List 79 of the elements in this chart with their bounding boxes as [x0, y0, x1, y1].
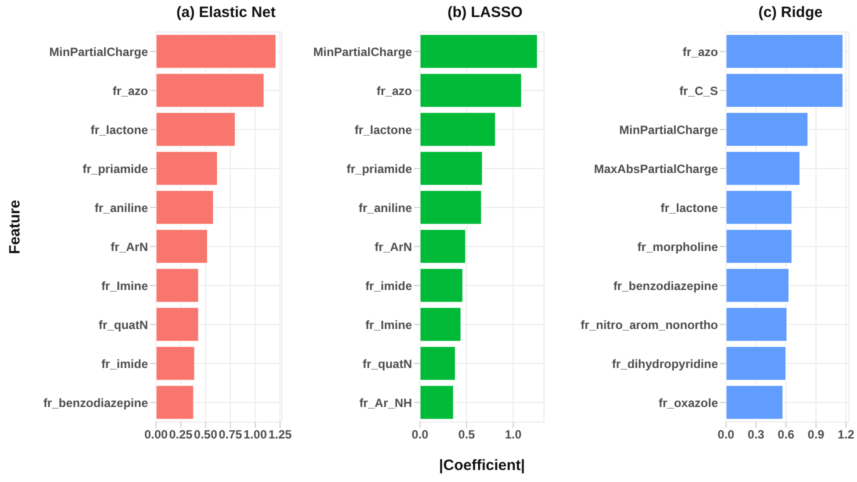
bar — [156, 72, 265, 108]
x-tick-label: 0.25 — [169, 428, 193, 442]
x-tick-label: 0.9 — [808, 428, 825, 442]
y-tick-label: fr_ArN — [110, 240, 148, 254]
x-tick-label: 1.00 — [244, 428, 268, 442]
y-tick-label: fr_dihydropyridine — [612, 356, 718, 371]
bar — [156, 306, 200, 342]
y-tick-label: fr_priamide — [346, 162, 412, 176]
y-tick-label: fr_azo — [112, 84, 148, 98]
bar — [726, 72, 844, 108]
x-tick-label: 0.3 — [748, 428, 765, 442]
y-axis-title: Feature — [6, 200, 24, 254]
bar — [156, 228, 208, 264]
bar — [156, 268, 200, 303]
bar — [420, 346, 456, 381]
bar — [420, 384, 454, 420]
bar — [420, 72, 522, 108]
y-tick-label: MinPartialCharge — [313, 44, 412, 59]
y-tick-label: fr_aniline — [94, 200, 148, 215]
y-tick-label: fr_azo — [682, 44, 718, 59]
bar — [420, 190, 482, 225]
y-tick-label: fr_C_S — [679, 84, 718, 98]
y-tick-label: MinPartialCharge — [49, 44, 148, 59]
y-tick-label: fr_imide — [365, 278, 412, 293]
x-axis-title: |Coefficient| — [439, 457, 525, 474]
x-tick-label: 1.25 — [268, 428, 292, 442]
y-tick-label: fr_Imine — [101, 278, 148, 293]
bar — [420, 228, 466, 264]
bar — [726, 228, 792, 264]
bar — [726, 306, 788, 342]
chart-title: (b) LASSO — [446, 4, 524, 21]
bar — [156, 150, 218, 186]
bar — [420, 112, 496, 147]
chart-title: (c) Ridge — [757, 4, 824, 21]
x-tick-label: 0.5 — [458, 428, 476, 442]
bar — [156, 346, 196, 381]
chart-title: (a) Elastic Net — [175, 4, 277, 21]
bar — [726, 190, 792, 225]
bar — [726, 150, 800, 186]
bar — [726, 34, 844, 69]
y-tick-label: fr_quatN — [362, 356, 412, 371]
bar — [156, 190, 214, 225]
y-tick-label: fr_lactone — [354, 122, 412, 137]
bar — [156, 112, 236, 147]
bar — [156, 34, 277, 69]
y-tick-label: fr_aniline — [358, 200, 412, 215]
y-tick-label: fr_lactone — [660, 200, 718, 215]
bar — [420, 34, 538, 69]
y-tick-label: fr_benzodiazepine — [613, 278, 718, 293]
y-tick-label: fr_priamide — [82, 162, 148, 176]
bar — [156, 384, 194, 420]
y-tick-label: fr_imide — [101, 356, 148, 371]
bar — [726, 268, 790, 303]
x-tick-label: 0.6 — [778, 428, 795, 442]
bar — [420, 268, 464, 303]
bar — [726, 346, 786, 381]
x-tick-label: 0.75 — [218, 428, 242, 442]
y-tick-label: fr_oxazole — [658, 396, 718, 410]
y-tick-label: fr_lactone — [90, 122, 148, 137]
bar — [726, 112, 808, 147]
x-tick-label: 0.00 — [144, 428, 168, 442]
y-tick-label: fr_morpholine — [637, 240, 718, 254]
x-tick-label: 1.2 — [838, 428, 855, 442]
y-tick-label: fr_benzodiazepine — [43, 396, 148, 410]
y-tick-label: fr_Imine — [365, 318, 412, 332]
bar — [420, 306, 462, 342]
y-tick-label: fr_Ar_NH — [359, 396, 412, 410]
x-tick-label: 0.0 — [412, 428, 429, 442]
y-tick-label: MaxAbsPartialCharge — [594, 162, 718, 176]
bar — [420, 150, 483, 186]
x-tick-label: 0.0 — [718, 428, 735, 442]
y-tick-label: fr_ArN — [374, 240, 412, 254]
bar — [726, 384, 784, 420]
y-tick-label: fr_nitro_arom_nonortho — [580, 318, 718, 332]
y-tick-label: fr_azo — [376, 84, 412, 98]
y-tick-label: fr_quatN — [98, 318, 148, 332]
x-tick-label: 0.50 — [194, 428, 218, 442]
x-tick-label: 1.0 — [504, 428, 522, 442]
y-tick-label: MinPartialCharge — [619, 122, 718, 137]
